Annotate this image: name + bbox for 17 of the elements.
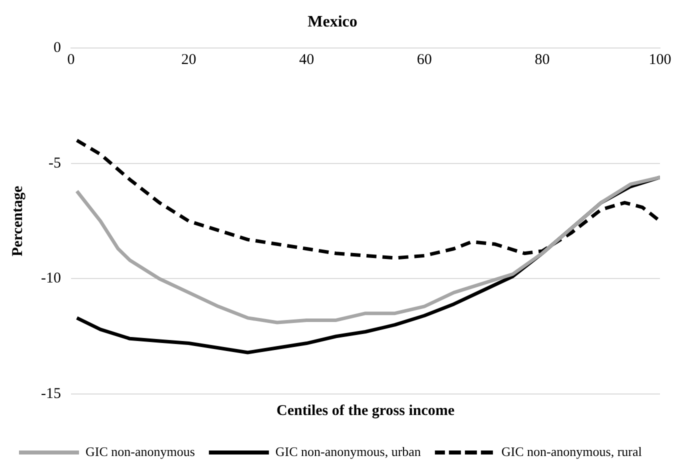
x-tick-label: 0 bbox=[67, 52, 75, 68]
legend-label: GIC non-anonymous bbox=[86, 444, 195, 459]
x-tick-label: 40 bbox=[299, 52, 314, 68]
x-axis-title: Centiles of the gross income bbox=[276, 402, 455, 419]
y-tick-label: -15 bbox=[40, 386, 61, 402]
line-series bbox=[75, 138, 660, 260]
legend-label: GIC non-anonymous, urban bbox=[275, 444, 422, 459]
x-tick-label: 100 bbox=[648, 52, 672, 68]
y-tick-label: 0 bbox=[53, 40, 61, 56]
x-tick-label: 60 bbox=[416, 52, 432, 68]
y-tick-label: -10 bbox=[40, 270, 61, 287]
y-tick-label: -5 bbox=[48, 155, 61, 172]
x-tick-label: 20 bbox=[181, 52, 196, 68]
x-tick-label: 80 bbox=[534, 52, 550, 68]
legend-label: GIC non-anonymous, rural bbox=[501, 444, 642, 459]
chart-title: Mexico bbox=[308, 14, 358, 31]
y-axis-title: Percentage bbox=[10, 186, 26, 256]
